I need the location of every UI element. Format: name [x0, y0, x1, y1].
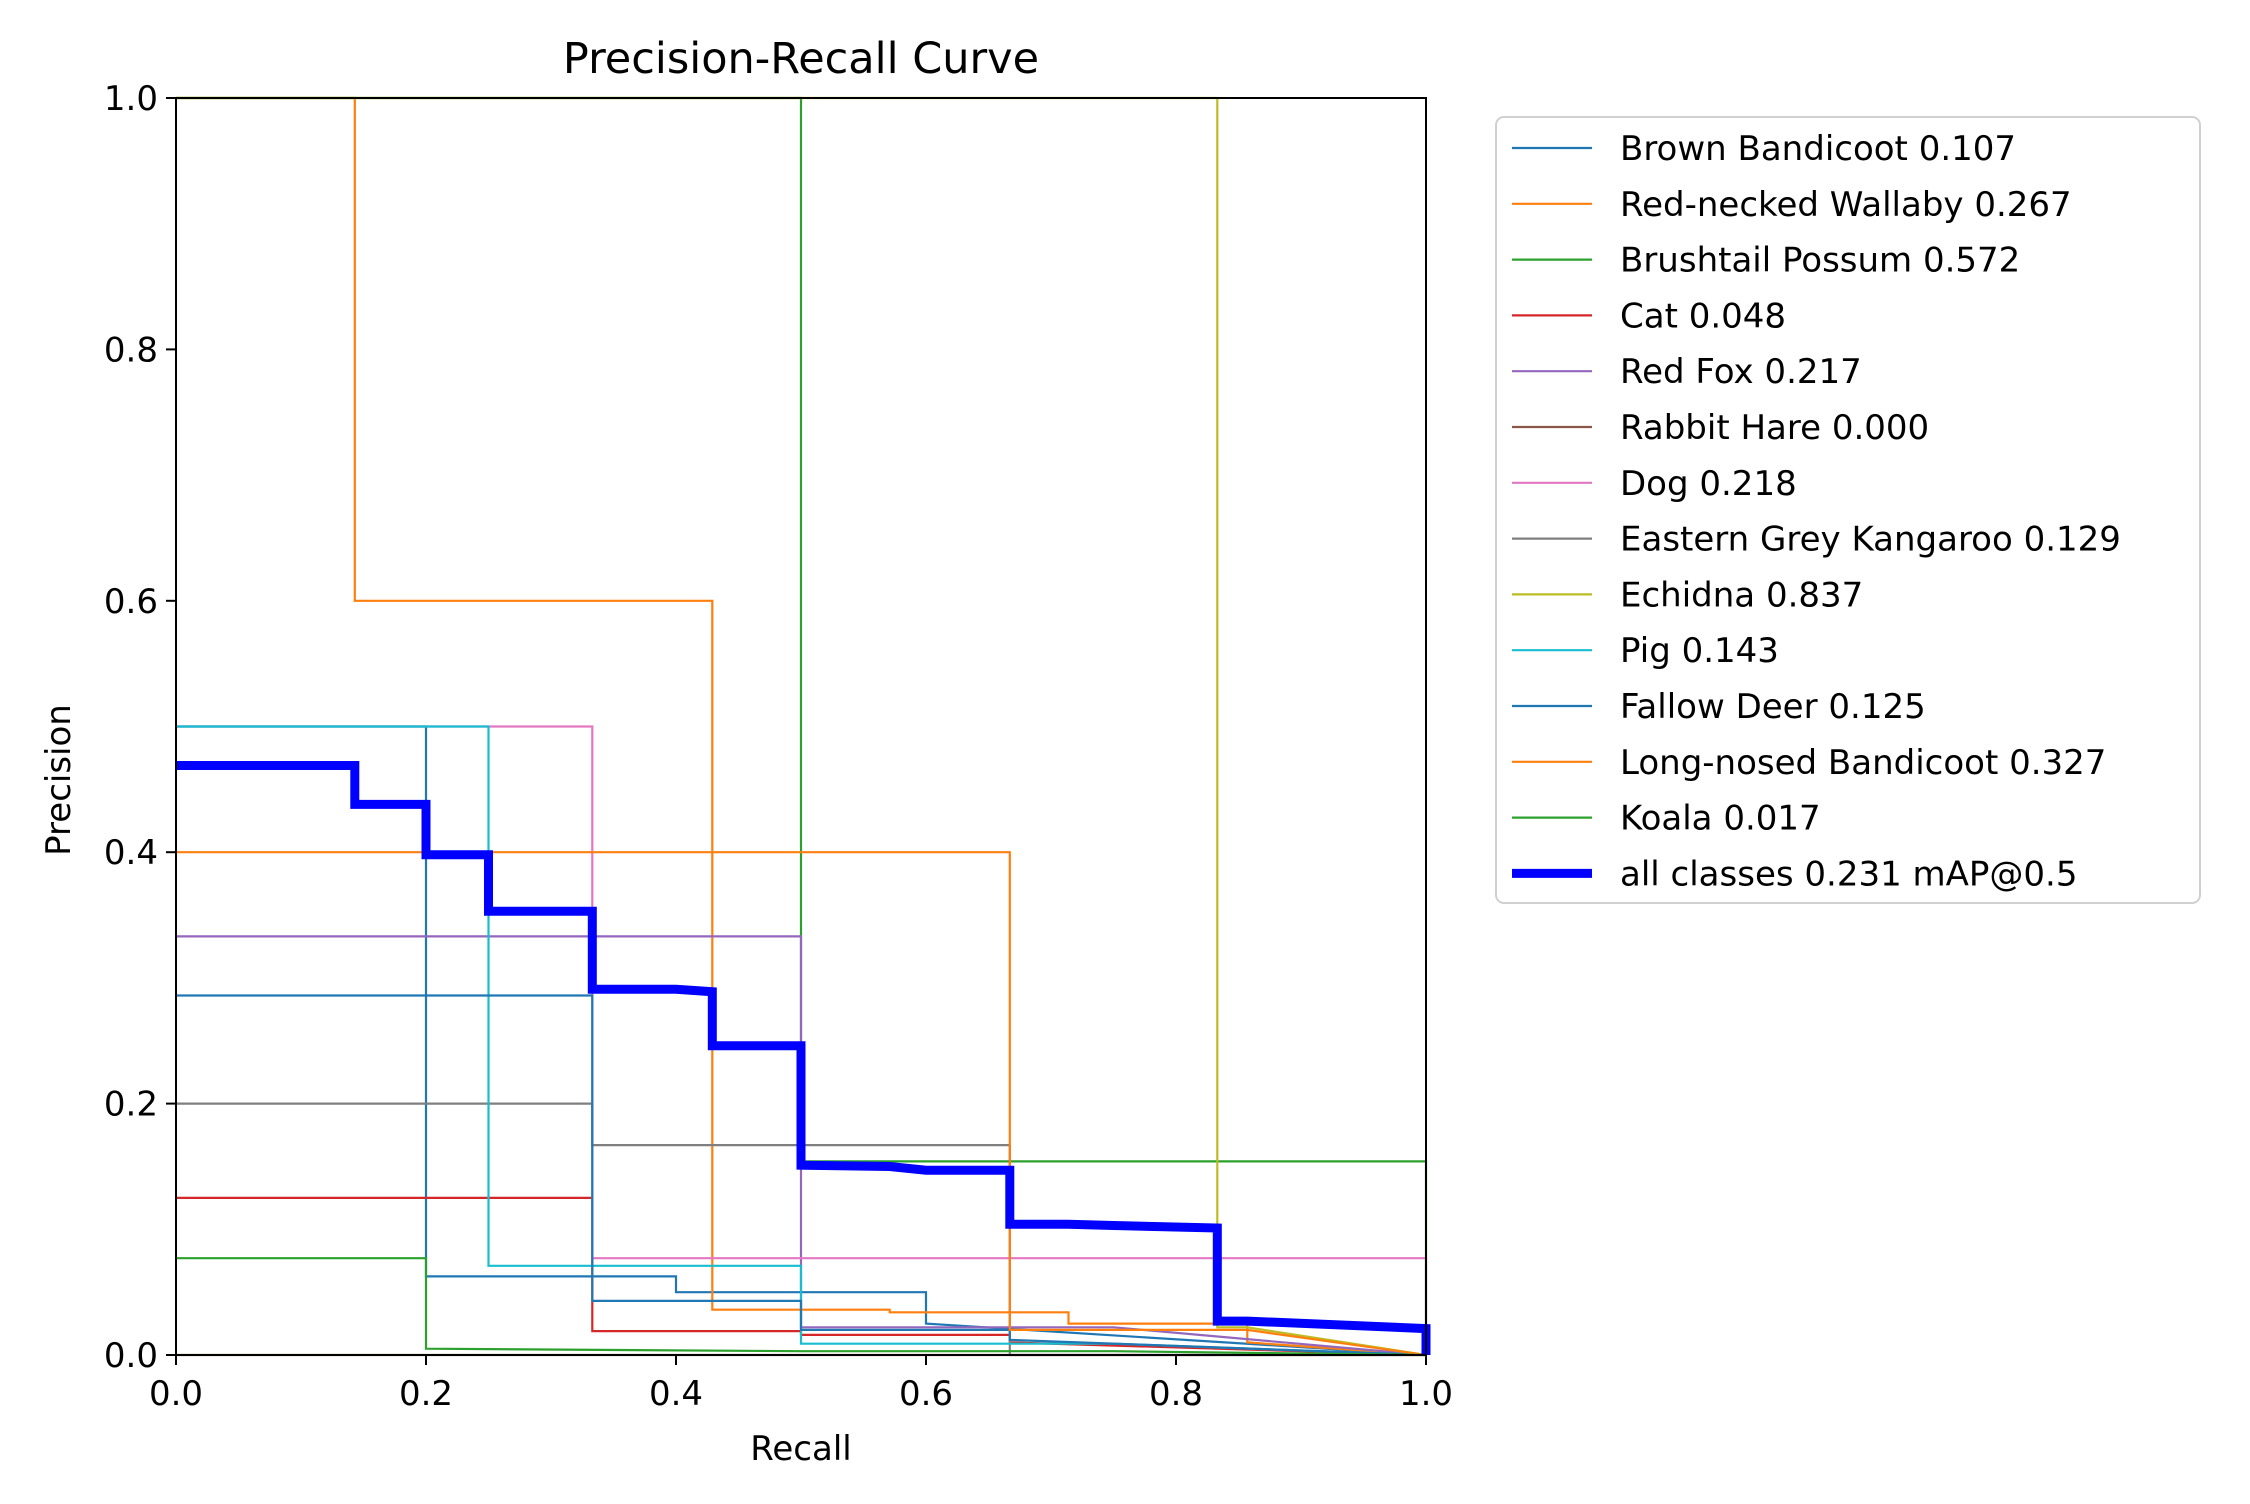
legend-label: Long-nosed Bandicoot 0.327: [1620, 743, 2106, 783]
x-tick-label: 0.6: [899, 1374, 953, 1414]
plot-area-frame: [175, 97, 1427, 1356]
series-line-all-classes-0-231-map-0-5: [176, 761, 1431, 1355]
legend-box: [1495, 116, 2201, 904]
x-axis-ticks: 0.0 0.2 0.4 0.6 0.8 1.0: [149, 1355, 1453, 1414]
series-line-fallow-deer-0-125: [176, 994, 1427, 1357]
legend-label: Fallow Deer 0.125: [1620, 687, 1926, 727]
y-axis-ticks: 0.0 0.2 0.4 0.6 0.8 1.0: [104, 79, 176, 1376]
legend-label: Red Fox 0.217: [1620, 352, 1862, 392]
legend-label: Pig 0.143: [1620, 631, 1779, 671]
legend-label: Rabbit Hare 0.000: [1620, 408, 1929, 448]
y-tick-label: 1.0: [104, 79, 158, 119]
y-tick-label: 0.4: [104, 833, 158, 873]
legend-label: Eastern Grey Kangaroo 0.129: [1620, 520, 2121, 560]
legend-label: Cat 0.048: [1620, 296, 1786, 336]
series-line-long-nosed-bandicoot-0-327: [176, 851, 1427, 1357]
legend-label: Brushtail Possum 0.572: [1620, 241, 2020, 281]
y-tick-label: 0.8: [104, 330, 158, 370]
legend-label: Brown Bandicoot 0.107: [1620, 129, 2016, 169]
legend: Brown Bandicoot 0.107 Red-necked Wallaby …: [1495, 116, 2201, 904]
series-line-koala-0-017: [176, 1257, 1427, 1357]
legend-label: all classes 0.231 mAP@0.5: [1620, 854, 2077, 894]
x-tick-label: 0.2: [399, 1374, 453, 1414]
y-axis-label: Precision: [39, 704, 79, 856]
y-tick-label: 0.2: [104, 1085, 158, 1125]
legend-label: Echidna 0.837: [1620, 575, 1863, 615]
legend-items: Brown Bandicoot 0.107 Red-necked Wallaby …: [1512, 129, 2121, 894]
chart-title: Precision-Recall Curve: [563, 34, 1039, 84]
x-tick-label: 1.0: [1399, 1374, 1453, 1414]
x-axis-label: Recall: [750, 1429, 851, 1469]
legend-label: Koala 0.017: [1620, 799, 1821, 839]
x-tick-label: 0.4: [649, 1374, 703, 1414]
legend-label: Red-necked Wallaby 0.267: [1620, 185, 2072, 225]
x-tick-label: 0.8: [1149, 1374, 1203, 1414]
y-tick-label: 0.6: [104, 582, 158, 622]
y-tick-label: 0.0: [104, 1336, 158, 1376]
x-tick-label: 0.0: [149, 1374, 203, 1414]
legend-label: Dog 0.218: [1620, 464, 1797, 504]
